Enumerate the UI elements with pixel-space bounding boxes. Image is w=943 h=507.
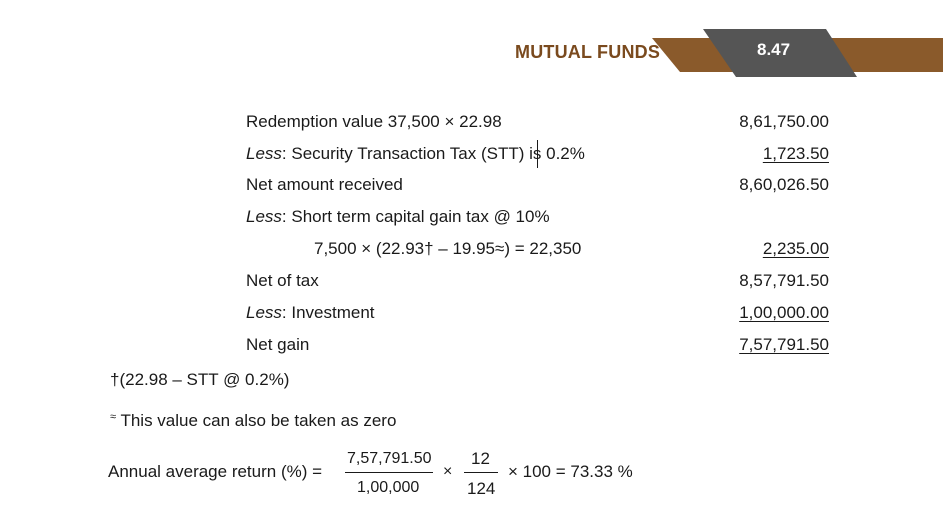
fraction-2-numerator: 12 <box>471 449 490 468</box>
footnote-dagger: †(22.98 – STT @ 0.2%) <box>110 370 290 389</box>
row-net-gain-label: Net gain <box>246 335 310 354</box>
approx-text: This value can also be taken as zero <box>120 411 397 430</box>
fraction-2-denominator: 124 <box>467 479 496 498</box>
less-label: Less <box>246 303 282 322</box>
stt-text: : Security Transaction Tax (STT) is 0.2% <box>281 144 585 163</box>
row-stcg-label: Less: Short term capital gain tax @ 10% <box>246 207 550 227</box>
times-sign: × <box>443 463 453 480</box>
row-net-of-tax-label: Net of tax <box>246 271 319 290</box>
less-label: Less <box>246 207 282 226</box>
row-net-received-label: Net amount received <box>246 175 403 194</box>
text-cursor <box>537 140 538 168</box>
approx-symbol: ≈ <box>110 411 117 423</box>
header-title: MUTUAL FUNDS <box>515 42 661 62</box>
row-stcg-calc-amount: 2,235.00 <box>762 239 829 258</box>
fraction-1-numerator: 7,57,791.50 <box>347 450 432 467</box>
formula-label: Annual average return (%) = <box>108 462 323 481</box>
row-investment-amount: 1,00,000.00 <box>739 303 829 322</box>
row-stt-label: Less: Security Transaction Tax (STT) is … <box>246 144 585 164</box>
page-number-tab <box>703 29 857 77</box>
row-net-received-amount: 8,60,026.50 <box>739 175 829 194</box>
fraction-2-bar <box>464 472 498 473</box>
row-redemption-label: Redemption value 37,500 × 22.98 <box>246 112 502 131</box>
header-banner <box>652 29 943 77</box>
fraction-1-bar <box>345 472 433 473</box>
row-net-gain-amount: 7,57,791.50 <box>739 335 829 354</box>
stcg-text: : Short term capital gain tax @ 10% <box>281 207 550 226</box>
investment-text: : Investment <box>281 303 375 322</box>
formula-result: × 100 = 73.33 % <box>508 462 633 481</box>
row-redemption-amount: 8,61,750.00 <box>739 112 829 131</box>
row-investment-label: Less: Investment <box>246 303 375 323</box>
row-stcg-calc-label: 7,500 × (22.93† – 19.95≈) = 22,350 <box>314 239 582 258</box>
row-stt-amount: 1,723.50 <box>762 144 829 163</box>
footnote-approx: ≈ This value can also be taken as zero <box>110 411 396 431</box>
fraction-1-denominator: 1,00,000 <box>357 479 420 496</box>
row-net-of-tax-amount: 8,57,791.50 <box>739 271 829 290</box>
less-label: Less <box>246 144 282 163</box>
page-number: 8.47 <box>757 40 791 59</box>
